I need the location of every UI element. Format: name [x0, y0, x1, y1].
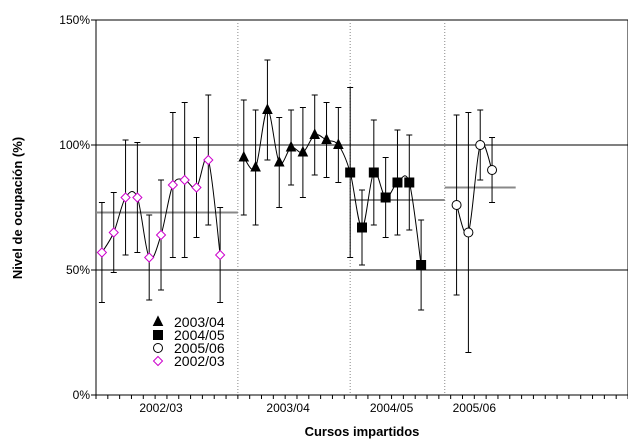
triangle-marker	[321, 133, 332, 144]
square-marker	[368, 167, 379, 178]
triangle-marker	[250, 160, 261, 172]
square-marker	[416, 260, 427, 270]
square-marker	[357, 222, 367, 233]
triangle-marker	[297, 145, 309, 157]
circle-marker	[451, 200, 462, 210]
data-markers	[96, 103, 498, 270]
period-dividers	[237, 20, 446, 395]
legend-label: 2002/03	[174, 353, 225, 369]
diamond-marker	[167, 179, 179, 191]
circle-marker	[153, 343, 163, 353]
diamond-marker	[152, 355, 164, 367]
triangle-marker	[238, 150, 250, 162]
diamond-marker	[203, 154, 214, 166]
x-category-label: 2002/03	[139, 401, 183, 415]
circle-marker	[487, 165, 498, 175]
y-tick-label: 150%	[59, 13, 90, 27]
circle-marker	[463, 227, 474, 238]
triangle-marker	[309, 128, 321, 139]
diamond-marker	[120, 192, 131, 203]
diamond-marker	[108, 227, 119, 238]
triangle-marker	[152, 315, 164, 326]
y-tick-label: 50%	[66, 263, 90, 277]
square-marker	[380, 192, 391, 203]
square-marker	[345, 167, 356, 178]
y-axis-title: Nivel de ocupación (%)	[10, 137, 25, 279]
triangle-marker	[333, 138, 344, 149]
y-axis-ticks: 0% 50% 100% 150%	[59, 13, 628, 402]
square-marker	[404, 177, 415, 188]
diamond-marker	[96, 247, 108, 258]
diamond-marker	[143, 252, 155, 263]
square-marker	[392, 177, 403, 188]
diamond-marker	[191, 182, 202, 193]
x-axis-categories: 2002/03 2003/04 2004/05 2005/06	[139, 401, 496, 415]
triangle-marker	[285, 140, 297, 152]
x-category-label: 2005/06	[453, 401, 497, 415]
legend-label: 2005/06	[174, 340, 225, 356]
x-category-label: 2004/05	[370, 401, 414, 415]
diamond-marker	[179, 174, 190, 186]
x-axis-title: Cursos impartidos	[305, 424, 420, 439]
triangle-marker	[262, 103, 273, 114]
square-marker	[153, 330, 163, 340]
legend-label: 2004/05	[174, 327, 225, 343]
triangle-marker	[273, 155, 285, 167]
legend-label: 2003/04	[174, 314, 225, 330]
diamond-marker	[155, 229, 167, 241]
diamond-marker	[214, 249, 226, 261]
y-tick-label: 100%	[59, 138, 90, 152]
diamond-marker	[132, 192, 143, 203]
series-line-segment	[456, 142, 493, 235]
y-tick-label: 0%	[73, 388, 91, 402]
circle-marker	[475, 140, 486, 150]
x-category-label: 2003/04	[266, 401, 310, 415]
